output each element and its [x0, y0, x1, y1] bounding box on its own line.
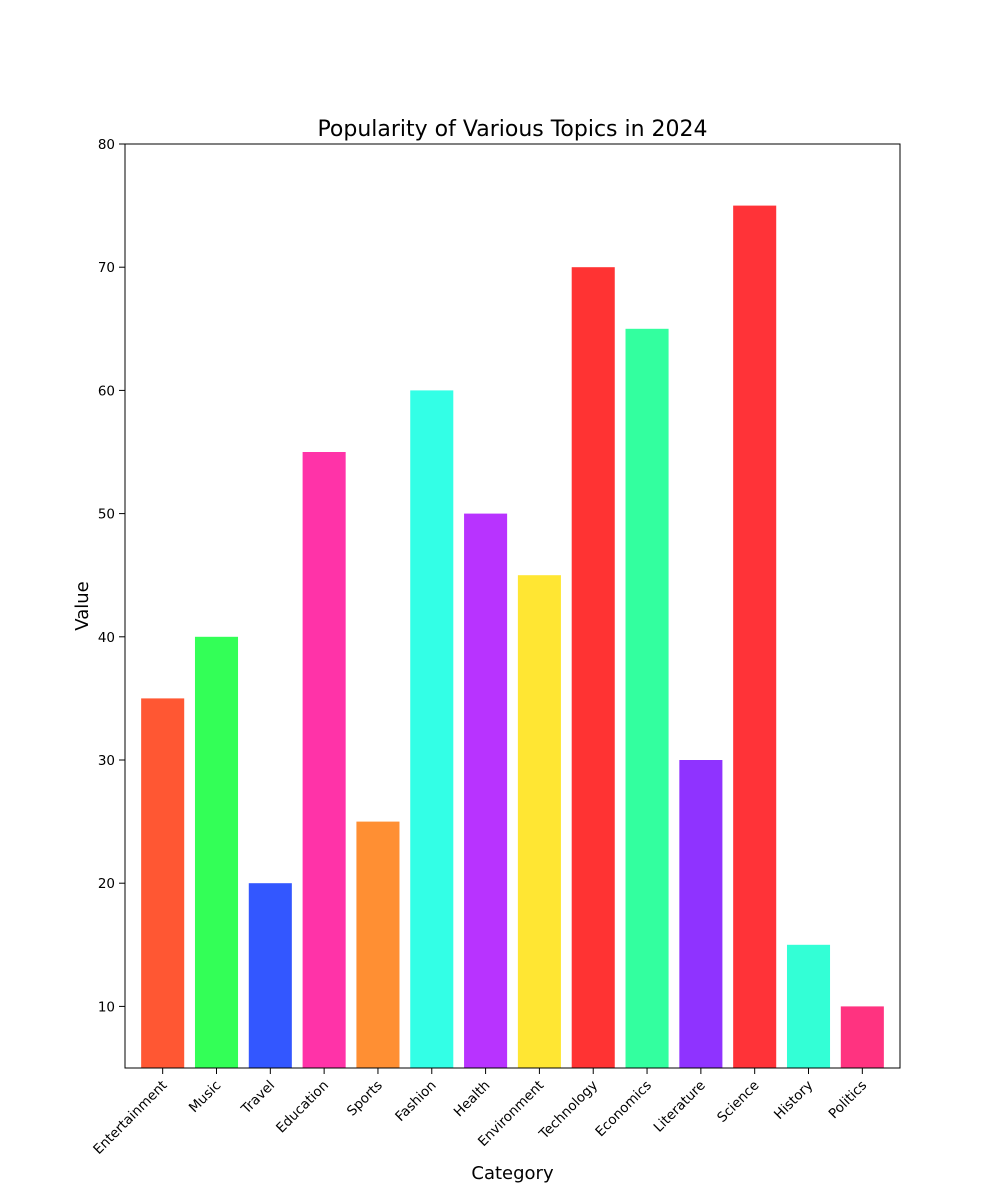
x-axis-label: Category — [471, 1163, 554, 1184]
x-tick-label-music: Music — [186, 1078, 224, 1116]
y-tick-label: 80 — [98, 137, 115, 153]
x-tick-label-education: Education — [273, 1078, 332, 1137]
x-tick-label-economics: Economics — [592, 1078, 655, 1141]
x-tick-label-politics: Politics — [826, 1078, 870, 1122]
plot-frame — [124, 143, 901, 1069]
bar-technology — [571, 267, 615, 1068]
y-tick-label: 20 — [98, 876, 115, 892]
bar-economics — [625, 328, 669, 1068]
bar-science — [733, 205, 777, 1069]
bar-sports — [356, 821, 400, 1068]
x-tick-label-health: Health — [451, 1078, 494, 1121]
y-tick-label: 30 — [98, 753, 115, 769]
x-tick-label-history: History — [771, 1078, 816, 1123]
bar-environment — [517, 575, 561, 1068]
bar-music — [194, 636, 239, 1068]
y-axis-ticks: 10 20 30 40 50 60 70 80 — [98, 137, 125, 1015]
x-tick-label-science: Science — [714, 1078, 762, 1126]
chart-title: Popularity of Various Topics in 2024 — [317, 117, 707, 142]
y-tick-label: 70 — [98, 260, 115, 276]
y-tick-label: 60 — [98, 383, 115, 399]
x-tick-label-travel: Travel — [238, 1078, 278, 1118]
y-tick-label: 10 — [98, 999, 115, 1015]
bar-politics — [840, 1006, 884, 1068]
bars-group — [141, 205, 884, 1069]
y-tick-label: 40 — [98, 630, 115, 646]
bar-health — [464, 513, 508, 1068]
bar-fashion — [410, 390, 454, 1068]
x-tick-label-sports: Sports — [344, 1078, 386, 1120]
x-tick-label-entertainment: Entertainment — [90, 1078, 170, 1158]
bar-travel — [248, 883, 292, 1068]
y-axis-label: Value — [72, 581, 93, 630]
bar-history — [786, 944, 831, 1068]
y-tick-label: 50 — [98, 507, 115, 523]
x-tick-label-fashion: Fashion — [392, 1078, 439, 1125]
bar-entertainment — [141, 698, 185, 1068]
bar-education — [302, 452, 346, 1068]
bar-literature — [679, 760, 723, 1068]
x-tick-label-literature: Literature — [651, 1078, 709, 1136]
